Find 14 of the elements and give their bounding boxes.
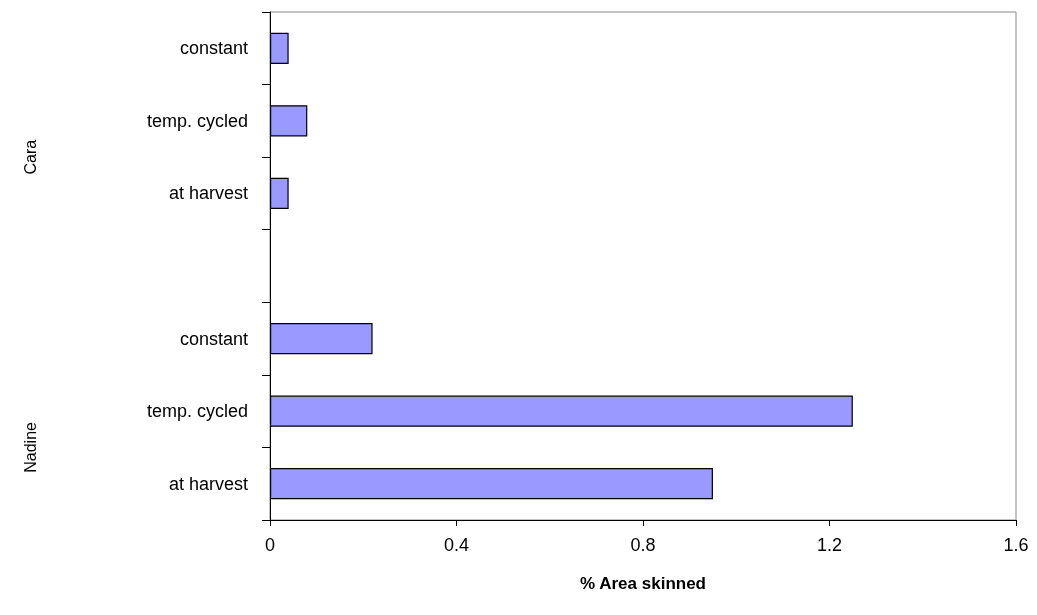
x-axis-title: % Area skinned (580, 574, 706, 593)
x-tick-label: 1.2 (816, 535, 843, 555)
y-tick-label: temp. cycled (146, 110, 248, 131)
y-tick-label: constant (179, 328, 248, 349)
x-tick-label: 0 (264, 535, 276, 555)
x-tick-label: 1.6 (1003, 535, 1029, 555)
y-tick-label: constant (179, 38, 248, 59)
y-tick-label: at harvest (168, 473, 248, 494)
x-tick-label: 0.8 (630, 535, 656, 555)
x-tick-label: 0.4 (443, 535, 470, 555)
text: Nadine (21, 421, 39, 473)
y-tick-label: at harvest (168, 183, 248, 204)
y-tick-label: temp. cycled (146, 401, 248, 422)
text: Cara (21, 139, 39, 175)
